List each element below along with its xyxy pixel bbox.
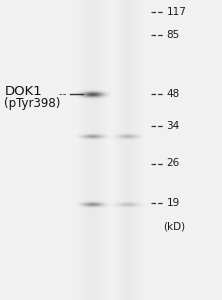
Text: 85: 85 bbox=[166, 29, 180, 40]
Text: 34: 34 bbox=[166, 121, 180, 131]
Text: 26: 26 bbox=[166, 158, 180, 169]
Text: 19: 19 bbox=[166, 197, 180, 208]
Text: 117: 117 bbox=[166, 7, 186, 17]
Text: 48: 48 bbox=[166, 89, 180, 100]
Text: (kD): (kD) bbox=[163, 221, 185, 232]
Text: --: -- bbox=[59, 89, 70, 100]
Text: (pTyr398): (pTyr398) bbox=[4, 97, 61, 110]
Text: DOK1: DOK1 bbox=[4, 85, 42, 98]
